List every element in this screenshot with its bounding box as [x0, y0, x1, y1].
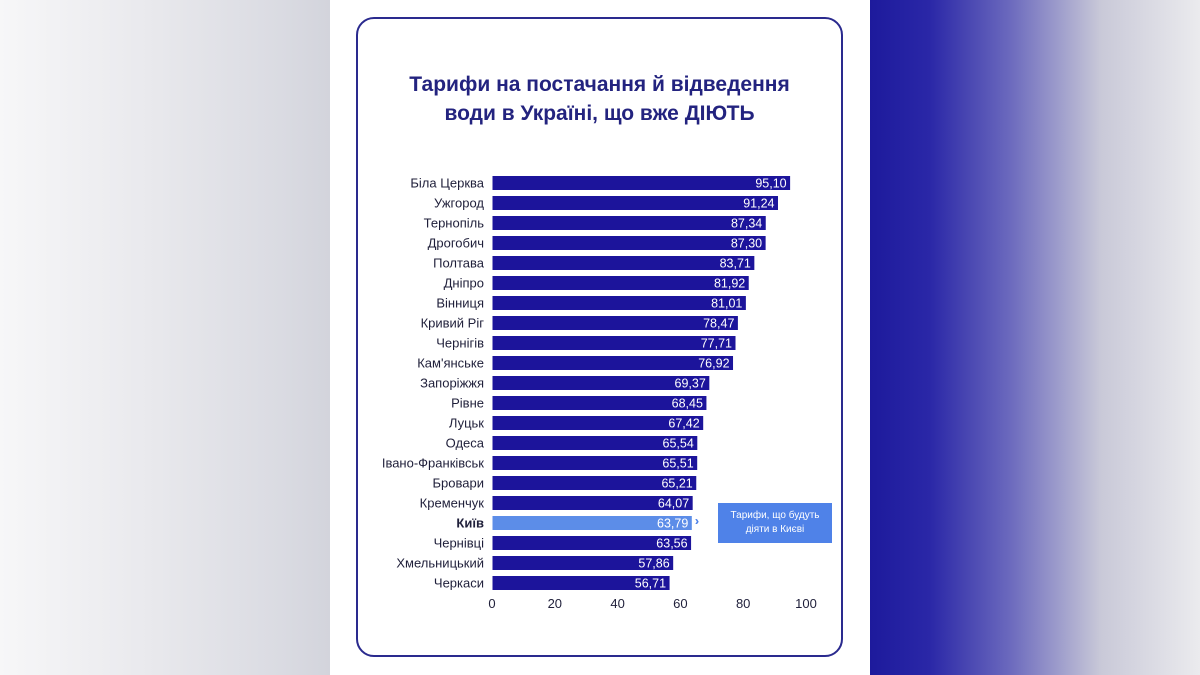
x-tick-label: 80	[736, 596, 750, 611]
value-label: 68,45	[672, 397, 703, 411]
value-label: 69,37	[675, 377, 706, 391]
background-right	[870, 0, 1200, 675]
category-label: Київ	[456, 516, 484, 531]
category-label: Чернігів	[436, 336, 484, 351]
chart-title-line-1: Тарифи на постачання й відведення	[409, 73, 790, 96]
value-label: 81,92	[714, 277, 745, 291]
value-label: 63,56	[656, 537, 687, 551]
category-label: Кривий Ріг	[421, 316, 485, 331]
value-label: 64,07	[658, 497, 689, 511]
value-label: 76,92	[698, 357, 729, 371]
bar	[491, 315, 739, 331]
category-label: Кам'янське	[417, 356, 484, 371]
x-tick-label: 20	[548, 596, 562, 611]
bar	[491, 215, 767, 231]
x-tick-label: 100	[795, 596, 817, 611]
x-tick-label: 0	[488, 596, 495, 611]
value-label: 87,30	[731, 237, 762, 251]
category-label: Полтава	[433, 256, 485, 271]
bar	[491, 275, 750, 291]
value-label: 91,24	[743, 197, 774, 211]
chart-title-line-2: води в Україні, що вже ДІЮТЬ	[444, 102, 755, 125]
value-label: 65,21	[661, 477, 692, 491]
value-label: 57,86	[638, 557, 669, 571]
category-label: Запоріжжя	[420, 376, 484, 391]
bar	[491, 475, 698, 491]
category-label: Дрогобич	[428, 236, 484, 251]
bar	[491, 235, 767, 251]
category-label: Біла Церква	[410, 176, 484, 191]
category-label: Луцьк	[449, 416, 484, 431]
bar	[491, 535, 693, 551]
bar	[491, 515, 693, 531]
category-label: Кременчук	[420, 496, 485, 511]
category-label: Хмельницький	[396, 556, 484, 571]
bar	[491, 455, 699, 471]
value-label: 87,34	[731, 217, 762, 231]
bar	[491, 415, 705, 431]
bar	[491, 555, 675, 571]
bar	[491, 375, 711, 391]
bar	[491, 495, 694, 511]
chart-title: Тарифи на постачання й відведення води в…	[356, 70, 843, 128]
bar	[491, 395, 708, 411]
background-left	[0, 0, 330, 675]
value-label: 95,10	[755, 177, 786, 191]
x-tick-label: 60	[673, 596, 687, 611]
category-label: Рівне	[451, 396, 484, 411]
category-label: Одеса	[446, 436, 485, 451]
bar	[491, 295, 747, 311]
bar	[491, 575, 671, 591]
bar	[491, 175, 792, 191]
bar	[491, 355, 735, 371]
category-label: Івано-Франківськ	[382, 456, 484, 471]
kyiv-callout: Тарифи, що будуть діяти в Києві	[718, 503, 832, 543]
category-label: Дніпро	[444, 276, 484, 291]
category-label: Бровари	[433, 476, 484, 491]
category-label: Тернопіль	[424, 216, 485, 231]
x-tick-label: 40	[610, 596, 624, 611]
bar	[491, 335, 737, 351]
category-label: Вінниця	[436, 296, 484, 311]
value-label: 65,51	[662, 457, 693, 471]
category-label: Чернівці	[434, 536, 485, 551]
value-label: 81,01	[711, 297, 742, 311]
bar	[491, 435, 699, 451]
value-label: 78,47	[703, 317, 734, 331]
value-label: 83,71	[720, 257, 751, 271]
value-label: 65,54	[663, 437, 694, 451]
bar	[491, 195, 779, 211]
category-label: Ужгород	[434, 196, 484, 211]
value-label: 77,71	[701, 337, 732, 351]
value-label: 67,42	[668, 417, 699, 431]
value-label: 63,79	[657, 517, 688, 531]
category-label: Черкаси	[434, 576, 484, 591]
bar	[491, 255, 756, 271]
value-label: 56,71	[635, 577, 666, 591]
